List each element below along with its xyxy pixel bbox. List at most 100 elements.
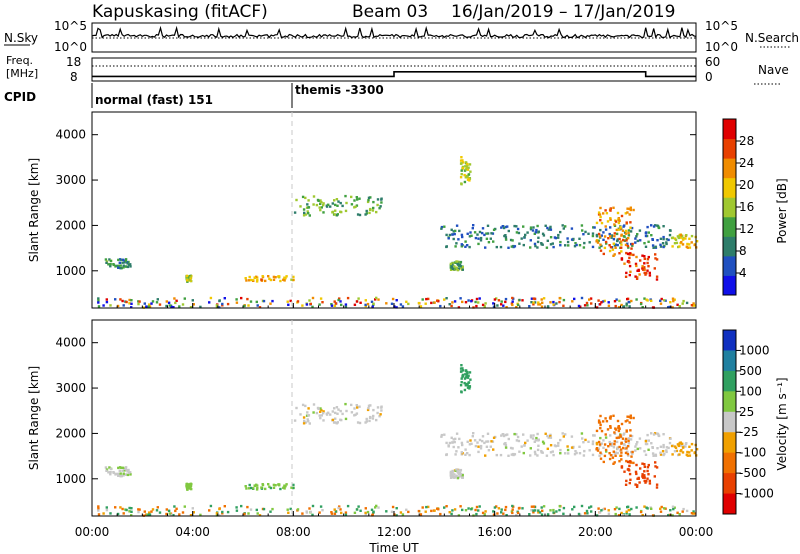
velocity-data-point — [484, 510, 487, 513]
power-data-point — [573, 297, 576, 301]
velocity-data-point — [626, 419, 629, 422]
power-data-point — [376, 198, 380, 201]
power-data-point — [620, 257, 624, 260]
power-data-point — [615, 228, 618, 232]
power-data-point — [529, 246, 532, 249]
power-data-point — [602, 212, 605, 215]
velocity-data-point — [464, 373, 467, 376]
velocity-data-point — [105, 506, 108, 509]
velocity-data-point — [274, 484, 277, 487]
velocity-data-point — [256, 486, 259, 490]
power-data-point — [124, 258, 128, 261]
power-data-point — [372, 302, 375, 305]
velocity-data-point — [535, 436, 538, 440]
power-data-point — [243, 304, 246, 308]
velocity-data-point — [304, 404, 307, 408]
velocity-data-point — [522, 433, 525, 436]
power-data-point — [574, 242, 577, 245]
power-data-point — [462, 161, 465, 164]
velocity-data-point — [453, 473, 456, 476]
velocity-data-point — [617, 514, 621, 517]
velocity-data-point — [558, 508, 561, 512]
power-data-point — [97, 305, 101, 308]
velocity-data-point — [97, 513, 101, 516]
power-data-point — [516, 303, 520, 307]
velocity-data-point — [509, 446, 513, 450]
y-tick-label: 2000 — [55, 426, 86, 440]
power-data-point — [607, 301, 610, 304]
power-data-point — [617, 217, 620, 220]
velocity-data-point — [591, 442, 595, 446]
power-data-point — [678, 245, 681, 248]
power-data-point — [599, 215, 602, 219]
velocity-data-point — [285, 483, 288, 486]
velocity-data-point — [366, 408, 370, 412]
velocity-data-point — [528, 513, 531, 516]
power-data-point — [628, 305, 631, 308]
power-data-point — [365, 209, 368, 213]
velocity-data-point — [302, 422, 306, 425]
velocity-data-point — [609, 443, 612, 446]
velocity-data-point — [459, 505, 462, 508]
velocity-data-point — [97, 507, 100, 510]
power-data-point — [235, 301, 239, 304]
power-data-point — [464, 176, 467, 179]
velocity-data-point — [322, 419, 325, 422]
velocity-data-point — [659, 510, 663, 513]
velocity-data-point — [457, 471, 460, 474]
power-data-point — [600, 221, 604, 225]
power-data-point — [117, 264, 120, 267]
power-data-point — [174, 301, 177, 305]
velocity-data-point — [447, 445, 450, 448]
power-data-point — [613, 253, 616, 256]
power-data-point — [256, 304, 259, 307]
velocity-data-point — [97, 505, 100, 508]
velocity-data-point — [235, 509, 239, 512]
power-data-point — [564, 225, 567, 228]
velocity-data-point — [567, 452, 570, 455]
power-data-point — [108, 258, 111, 261]
velocity-data-point — [571, 508, 574, 511]
velocity-data-point — [552, 453, 555, 457]
velocity-data-point — [625, 512, 628, 515]
power-data-point — [286, 300, 289, 303]
velocity-data-point — [322, 412, 325, 415]
power-data-point — [105, 260, 109, 263]
power-data-point — [218, 299, 221, 303]
velocity-data-point — [186, 488, 189, 491]
velocity-data-point — [627, 467, 630, 471]
power-data-point — [104, 258, 108, 261]
velocity-data-point — [319, 410, 322, 413]
velocity-data-point — [309, 510, 312, 514]
velocity-data-point — [218, 507, 221, 511]
velocity-data-point — [334, 510, 338, 513]
power-data-point — [97, 301, 100, 304]
power-data-point — [344, 194, 347, 198]
power-data-point — [466, 162, 469, 166]
power-data-point — [350, 203, 354, 206]
power-data-point — [671, 245, 674, 248]
velocity-data-point — [529, 436, 533, 439]
velocity-data-point — [607, 445, 610, 448]
power-data-point — [629, 206, 632, 209]
velocity-data-point — [626, 452, 630, 456]
velocity-data-point — [335, 406, 339, 409]
velocity-data-point — [534, 452, 537, 456]
velocity-data-point — [464, 453, 467, 456]
velocity-data-point — [505, 514, 508, 517]
velocity-data-point — [240, 504, 243, 508]
velocity-data-point — [181, 511, 185, 514]
power-data-point — [659, 243, 662, 246]
power-data-point — [607, 237, 610, 240]
velocity-data-point — [643, 470, 646, 473]
velocity-data-point — [341, 412, 344, 416]
velocity-data-point — [625, 445, 628, 448]
power-data-point — [109, 265, 112, 268]
velocity-data-point — [629, 414, 632, 417]
velocity-data-point — [455, 432, 459, 435]
power-data-point — [189, 277, 192, 280]
power-data-point — [625, 239, 628, 242]
velocity-data-point — [667, 514, 670, 517]
power-data-point — [644, 232, 648, 235]
power-data-point — [616, 239, 619, 243]
